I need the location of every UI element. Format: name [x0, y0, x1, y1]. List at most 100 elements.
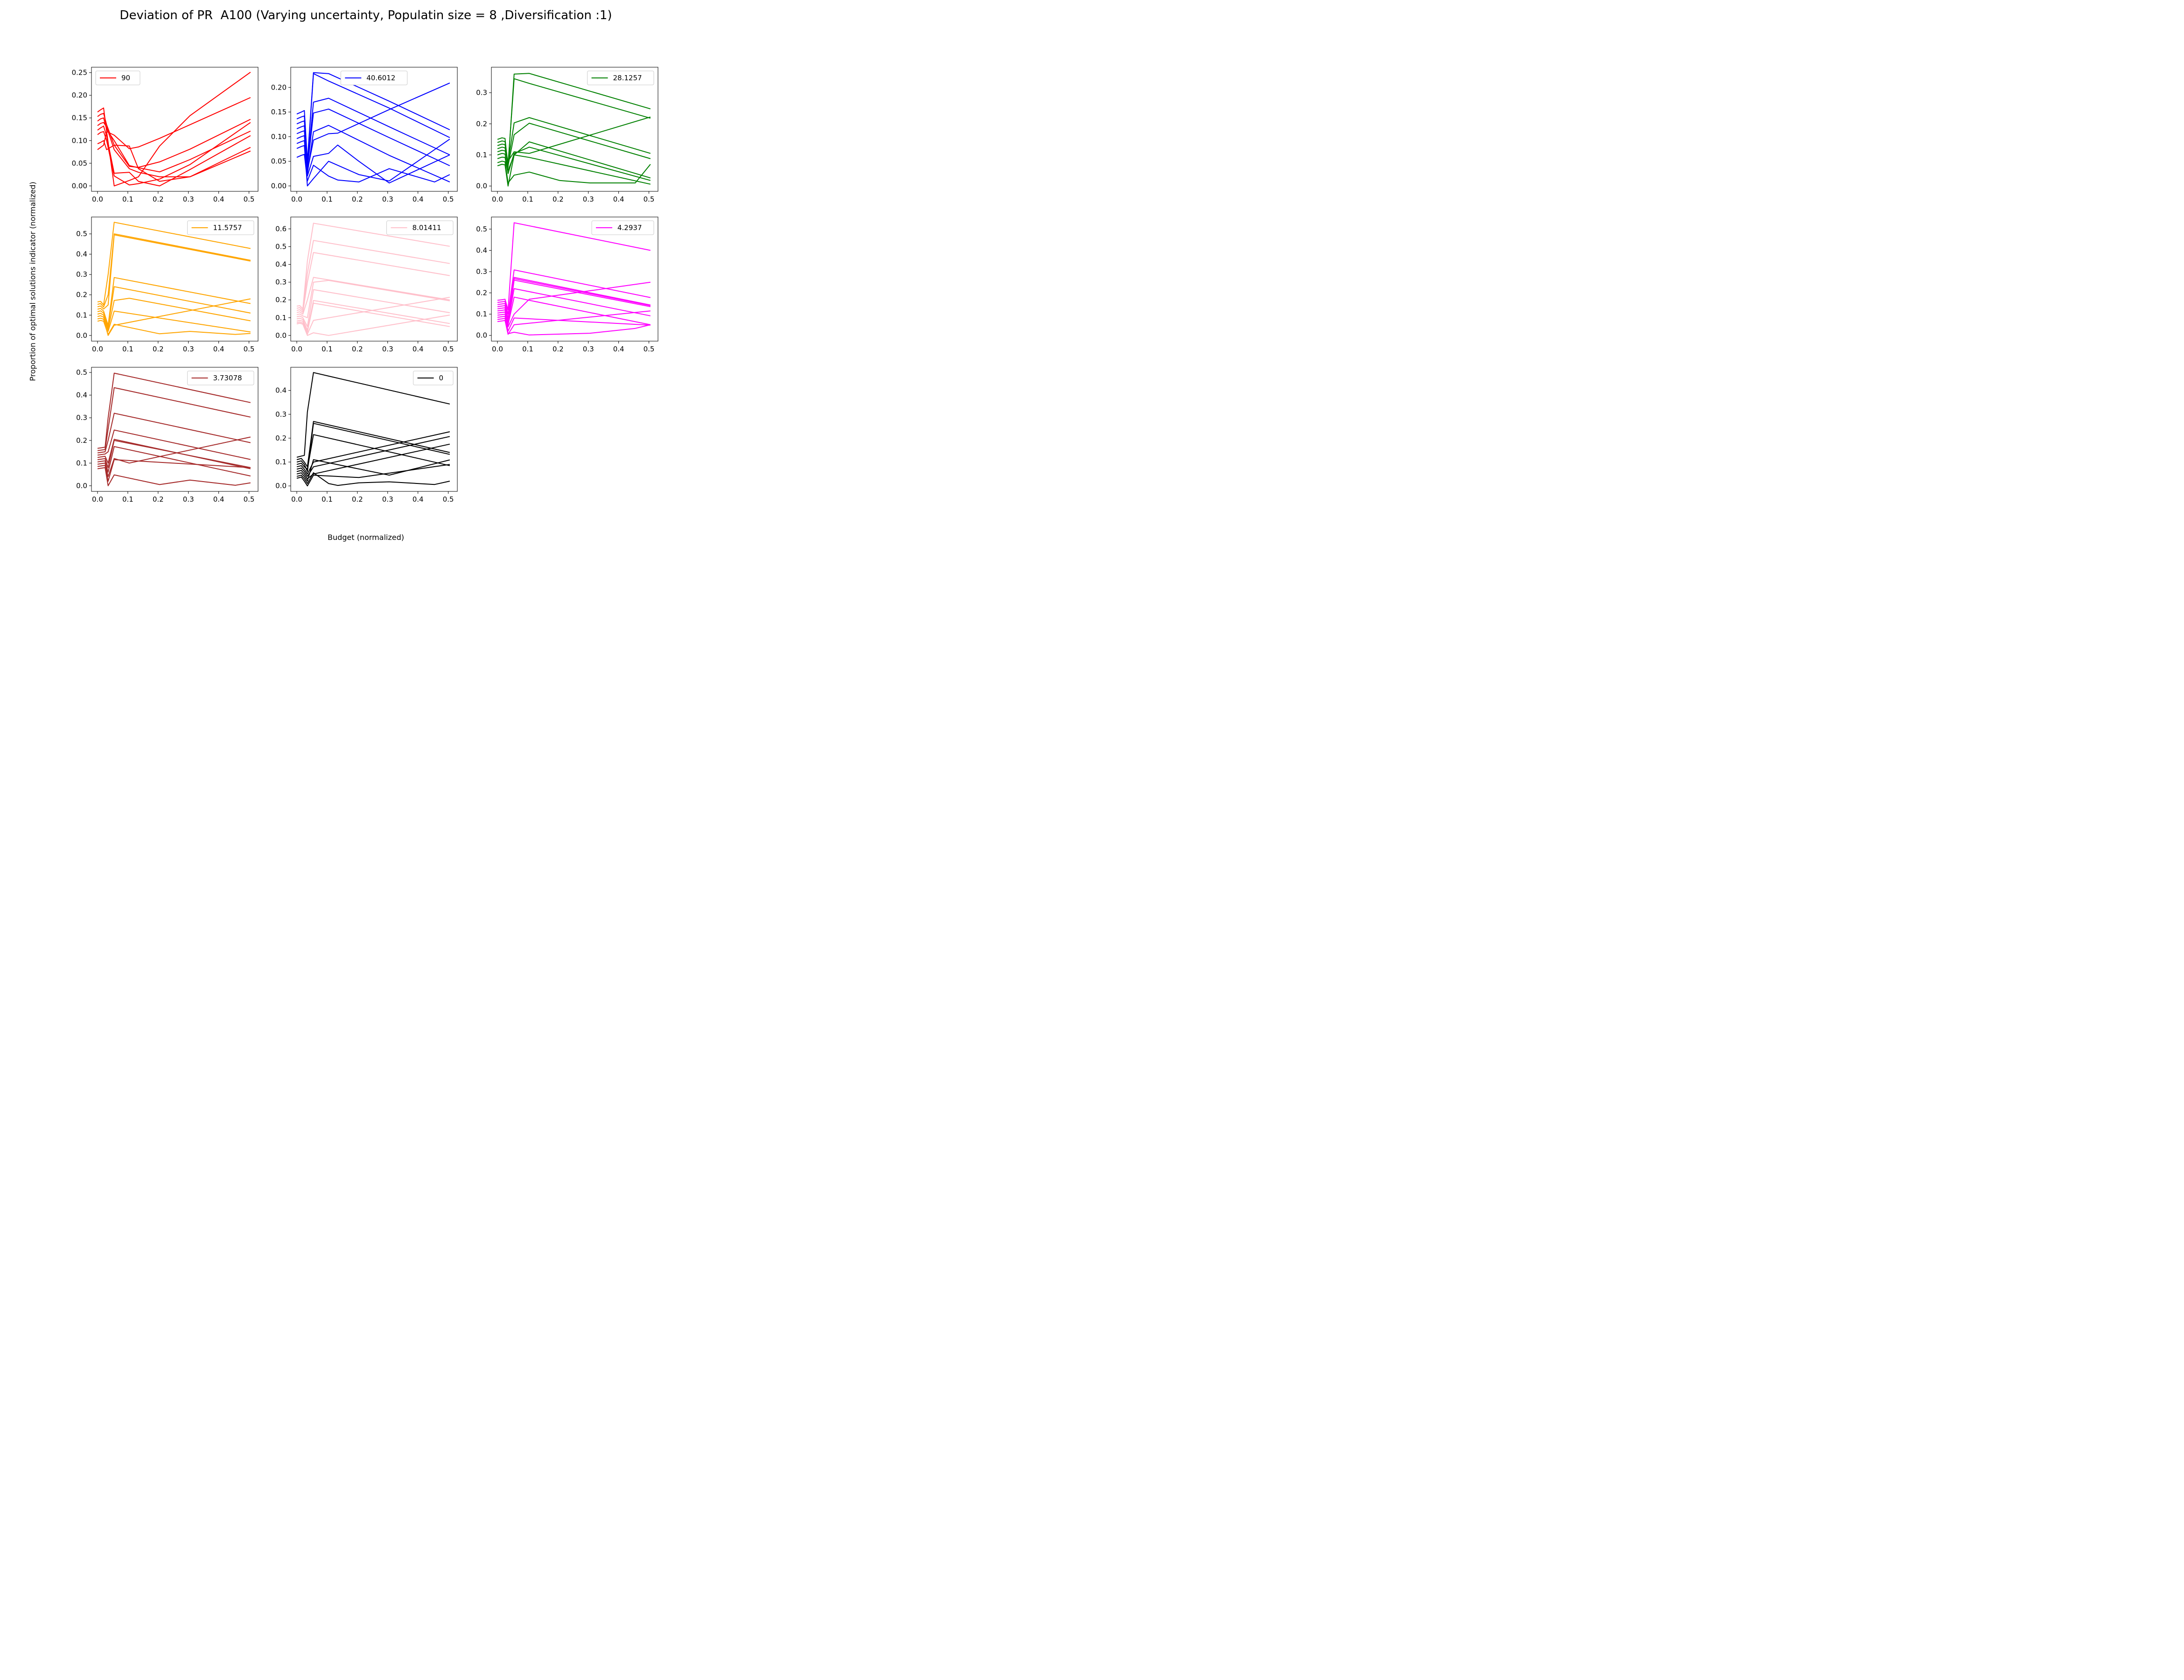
series-line — [296, 421, 450, 468]
series-line — [97, 140, 251, 182]
x-tick-label: 0.4 — [213, 495, 224, 504]
series-line — [97, 97, 251, 149]
legend-box — [187, 220, 254, 235]
legend-box — [95, 70, 140, 85]
series-line — [296, 472, 450, 486]
x-tick-label: 0.5 — [244, 495, 255, 504]
x-tick-label: 0.2 — [553, 345, 564, 353]
series-line — [296, 431, 450, 475]
figure-title: Deviation of PR A100 (Varying uncertaint… — [119, 8, 612, 22]
x-tick-label: 0.2 — [153, 495, 164, 504]
y-tick-label: 0.4 — [275, 386, 287, 395]
y-tick-label: 0.3 — [76, 270, 87, 279]
series-line — [497, 154, 651, 187]
x-tick-label: 0.1 — [322, 495, 333, 504]
y-tick-label: 0.15 — [72, 114, 87, 122]
y-tick-label: 0.2 — [476, 289, 487, 297]
series-line — [296, 315, 450, 336]
y-tick-label: 0.2 — [76, 436, 87, 445]
legend-box — [587, 70, 654, 85]
y-tick-label: 0.3 — [275, 410, 287, 419]
series-line — [97, 117, 251, 173]
x-tick-label: 0.0 — [291, 495, 302, 504]
x-tick-label: 0.0 — [92, 495, 103, 504]
x-tick-label: 0.5 — [644, 195, 655, 203]
series-line — [97, 429, 251, 460]
y-tick-label: 0.00 — [72, 182, 87, 190]
series-line — [97, 122, 251, 186]
series-line — [97, 113, 251, 168]
series-line — [296, 280, 450, 318]
axes-frame — [491, 217, 658, 342]
x-tick-label: 0.2 — [153, 345, 164, 353]
legend: 0 — [413, 371, 454, 385]
legend-label: 40.6012 — [366, 74, 395, 82]
x-tick-label: 0.3 — [183, 495, 194, 504]
y-tick-label: 0.5 — [76, 230, 87, 238]
series-line — [97, 413, 251, 454]
axes-frame — [491, 67, 658, 192]
x-tick-label: 0.0 — [92, 195, 103, 203]
y-tick-label: 0.5 — [275, 243, 287, 251]
x-tick-label: 0.4 — [613, 345, 624, 353]
legend: 90 — [95, 70, 140, 85]
y-tick-label: 0.05 — [271, 157, 287, 166]
x-tick-label: 0.3 — [583, 195, 594, 203]
series-line — [97, 71, 251, 187]
x-tick-label: 0.3 — [382, 345, 393, 353]
series-line — [497, 117, 651, 163]
x-tick-label: 0.4 — [413, 195, 424, 203]
series-line — [497, 222, 651, 310]
series-line — [296, 125, 450, 182]
axes-frame — [91, 67, 259, 192]
series-line — [296, 289, 450, 327]
x-tick-label: 0.3 — [382, 195, 393, 203]
y-tick-label: 0.4 — [76, 391, 87, 399]
x-tick-label: 0.1 — [322, 345, 333, 353]
y-tick-label: 0.1 — [76, 459, 87, 467]
series-line — [296, 108, 450, 169]
y-tick-label: 0.10 — [72, 136, 87, 145]
series-line — [497, 281, 651, 328]
subplot-grid: 0.0 0.1 0.2 0.3 0.4 0.50.000.050.100.150.200.… — [72, 67, 658, 504]
y-tick-label: 0.4 — [476, 246, 487, 255]
y-tick-label: 0.10 — [271, 133, 287, 141]
series-line — [97, 277, 251, 326]
x-tick-label: 0.3 — [183, 195, 194, 203]
subplot-2: 0.0 0.1 0.2 0.3 0.4 0.5 0.0 0.1 0.2 0.3 28.1257 — [476, 67, 658, 203]
subplot-4: 0.0 0.1 0.2 0.3 0.4 0.5 0.0 0.1 0.2 0.3 0.4 0.5 0.6 8… — [275, 217, 458, 353]
series-line — [97, 372, 251, 449]
y-tick-label: 0.25 — [72, 69, 87, 77]
series-line — [497, 278, 651, 321]
x-tick-label: 0.1 — [122, 495, 133, 504]
x-tick-label: 0.2 — [352, 195, 363, 203]
x-tick-label: 0.5 — [443, 495, 454, 504]
x-tick-label: 0.1 — [522, 345, 533, 353]
series-line — [296, 434, 450, 470]
subplot-0: 0.0 0.1 0.2 0.3 0.4 0.5 0.00 0.05 0.10 0.15 0.20 0.… — [72, 67, 259, 203]
x-tick-label: 0.4 — [413, 495, 424, 504]
series-line — [296, 297, 450, 335]
y-tick-label: 0.0 — [476, 182, 487, 190]
series-line — [296, 302, 450, 333]
series-line — [97, 286, 251, 328]
legend-label: 4.2937 — [617, 224, 642, 232]
legend: 11.5757 — [187, 220, 254, 235]
x-axis-label: Budget (normalized) — [327, 533, 405, 542]
series-line — [97, 126, 251, 187]
x-tick-label: 0.5 — [443, 195, 454, 203]
x-tick-label: 0.5 — [244, 195, 255, 203]
series-line — [97, 310, 251, 333]
series-line — [97, 233, 251, 308]
series-line — [497, 161, 651, 183]
y-tick-label: 0.5 — [76, 368, 87, 377]
y-tick-label: 0.15 — [271, 108, 287, 116]
series-line — [296, 240, 450, 311]
series-line — [296, 443, 450, 479]
y-tick-label: 0.20 — [72, 91, 87, 99]
x-tick-label: 0.4 — [213, 345, 224, 353]
y-tick-label: 0.0 — [76, 482, 87, 490]
y-tick-label: 0.20 — [271, 83, 287, 91]
x-tick-label: 0.3 — [183, 345, 194, 353]
series-line — [296, 223, 450, 309]
